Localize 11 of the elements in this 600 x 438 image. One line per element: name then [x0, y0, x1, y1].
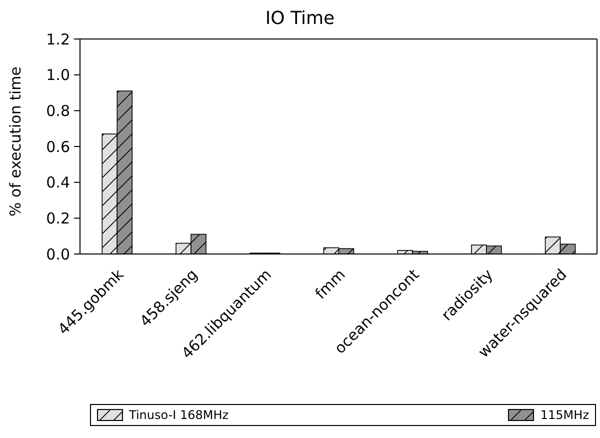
y-tick-label: 0.4	[46, 174, 70, 192]
legend-label: Tinuso-I 168MHz	[128, 408, 229, 422]
y-tick-label: 0.0	[46, 245, 70, 264]
y-axis-title: % of execution time	[6, 66, 24, 216]
legend-label: 115MHz	[539, 408, 589, 422]
y-tick-label: 0.6	[46, 138, 70, 156]
y-tick-label: 1.2	[46, 30, 70, 48]
y-tick-label: 0.2	[46, 209, 70, 228]
y-tick-label: 1.0	[46, 66, 70, 84]
y-tick-label: 0.8	[46, 102, 70, 120]
chart-title: IO Time	[264, 8, 336, 29]
